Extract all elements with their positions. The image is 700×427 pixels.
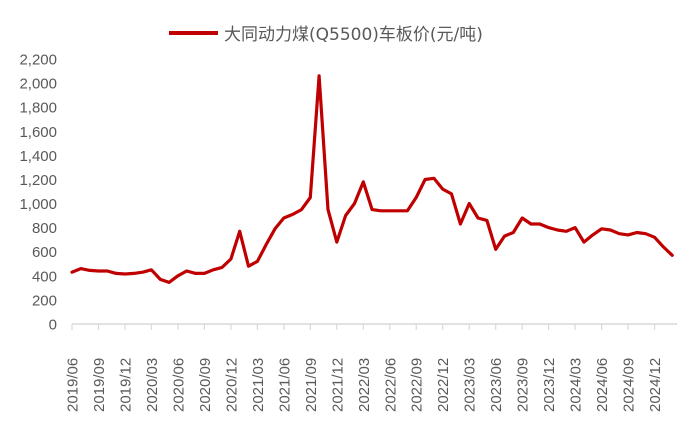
x-tick-label: 2022/09 (409, 358, 426, 412)
y-tick-label: 1,800 (19, 100, 57, 117)
x-tick-label: 2019/06 (65, 358, 82, 412)
x-tick-label: 2019/12 (117, 358, 134, 412)
x-tick-label: 2022/12 (435, 358, 452, 412)
x-tick-label: 2021/09 (303, 358, 320, 412)
y-tick-label: 1,000 (19, 196, 57, 213)
legend-label: 大同动力煤(Q5500)车板价(元/吨) (224, 25, 483, 45)
y-tick-label: 1,600 (19, 124, 57, 141)
x-tick-label: 2024/12 (647, 358, 664, 412)
x-axis-labels: 2019/06 2019/09 2019/12 2020/03 2020/06 2020/… (65, 358, 665, 412)
x-tick-label: 2020/03 (144, 358, 161, 412)
x-tick-label: 2021/03 (250, 358, 267, 412)
x-tick-label: 2022/03 (356, 358, 373, 412)
y-tick-label: 600 (32, 244, 57, 261)
x-tick-label: 2023/03 (462, 358, 479, 412)
y-tick-label: 1,200 (19, 172, 57, 189)
x-tick-label: 2020/09 (197, 358, 214, 412)
x-tick-label: 2024/03 (568, 358, 585, 412)
legend: 大同动力煤(Q5500)车板价(元/吨) (169, 25, 483, 45)
x-tick-label: 2023/06 (488, 358, 505, 412)
x-tick-label: 2023/12 (541, 358, 558, 412)
y-tick-label: 200 (32, 292, 57, 309)
y-tick-label: 1,400 (19, 148, 57, 165)
x-axis-ticks (71, 324, 656, 330)
x-tick-label: 2020/06 (170, 358, 187, 412)
y-tick-label: 400 (32, 268, 57, 285)
x-tick-label: 2021/06 (276, 358, 293, 412)
x-tick-label: 2022/06 (382, 358, 399, 412)
y-tick-label: 2,000 (19, 76, 57, 93)
x-tick-label: 2021/12 (329, 358, 346, 412)
y-tick-label: 800 (32, 220, 57, 237)
price-series-line (70, 74, 674, 284)
x-tick-label: 2023/09 (515, 358, 532, 412)
x-tick-label: 2024/06 (594, 358, 611, 412)
y-tick-label: 2,200 (19, 52, 57, 69)
y-axis-labels: 0 200 400 600 800 1,000 1,200 1,400 1,600 1,800 2,… (19, 52, 57, 334)
x-tick-label: 2019/09 (91, 358, 108, 412)
x-tick-label: 2020/12 (223, 358, 240, 412)
y-tick-label: 0 (49, 317, 57, 334)
x-tick-label: 2024/09 (621, 358, 638, 412)
